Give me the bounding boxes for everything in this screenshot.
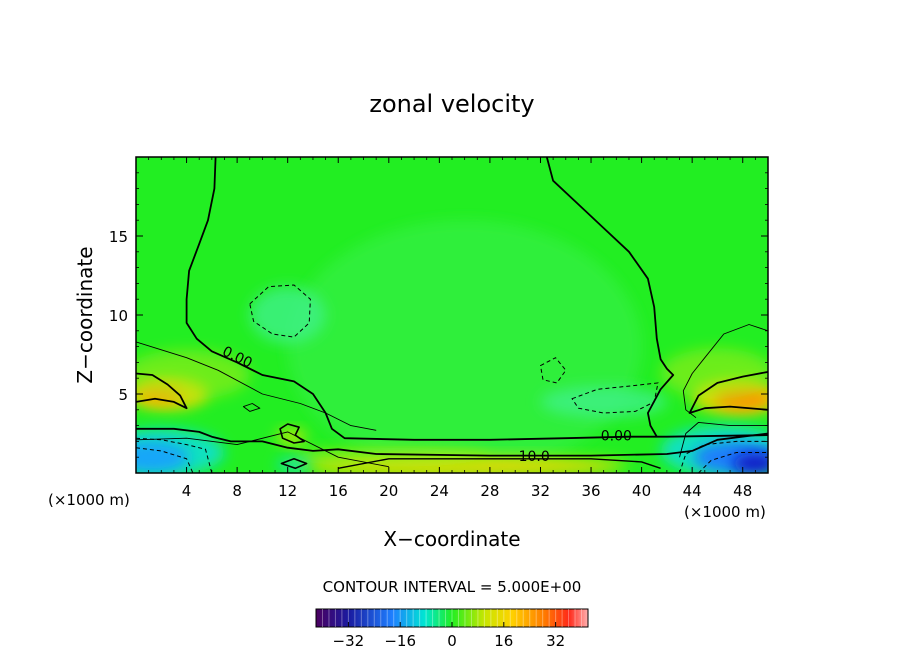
colorbar-tick-label: 16 (494, 632, 513, 650)
colorbar: −32 −16 0 16 32 (315, 608, 589, 650)
x-unit-right: (×1000 m) (684, 503, 766, 521)
contour-lines (136, 157, 768, 473)
colorbar-ticks: −32 −16 0 16 32 (333, 622, 565, 650)
contour-line (679, 421, 768, 458)
contour-line (545, 157, 675, 438)
x-tick-label: 16 (329, 482, 348, 500)
field-patch (732, 454, 768, 473)
contour-interval-text: CONTOUR INTERVAL = 5.000E+00 (323, 578, 582, 596)
colorbar-steps (321, 609, 583, 627)
field-patch (136, 349, 250, 401)
x-tick-label: 12 (278, 482, 297, 500)
field-patch (540, 386, 667, 418)
x-tick-label: 48 (733, 482, 752, 500)
y-tick-label: 15 (109, 228, 128, 246)
chart-title: zonal velocity (369, 90, 534, 118)
x-tick-label: 36 (581, 482, 600, 500)
contour-line (185, 157, 768, 441)
contour-line (338, 458, 661, 469)
field-patch (276, 457, 312, 473)
contour-line (682, 324, 768, 419)
contour-line (136, 427, 768, 457)
colorbar-tick-label: 32 (546, 632, 565, 650)
contour-label: 10.0 (519, 449, 550, 465)
y-tick-label: 10 (109, 307, 128, 325)
x-tick-label: 24 (430, 482, 449, 500)
contour-line-negative (136, 437, 213, 473)
x-axis-ticks: 4 8 12 16 20 24 28 32 36 40 44 48 (148, 157, 756, 500)
contour-line-negative (539, 357, 567, 384)
field-patch (136, 441, 190, 473)
contour-line (280, 458, 308, 470)
contour-line (136, 341, 377, 431)
x-tick-label: 28 (480, 482, 499, 500)
contour-label: 0.00 (601, 429, 632, 445)
y-axis-label: Z−coordinate (73, 246, 97, 383)
colorbar-tick-label: −32 (333, 632, 365, 650)
contour-line (136, 372, 188, 410)
x-tick-label: 32 (531, 482, 550, 500)
contour-line (242, 403, 261, 412)
colorbar-tick-label: 0 (447, 632, 457, 650)
colorbar-tick-label: −16 (384, 632, 416, 650)
contour-line (136, 431, 389, 468)
contour-line-negative (136, 447, 194, 473)
x-tick-label: 8 (232, 482, 242, 500)
field-patch (287, 447, 490, 467)
x-axis-label: X−coordinate (383, 527, 520, 551)
contour-line-negative (249, 284, 311, 338)
field-patch (660, 348, 768, 399)
contour-line-negative (698, 452, 768, 473)
contour-line-negative (571, 382, 659, 414)
y-tick-label: 5 (118, 386, 128, 404)
y-axis-ticks: 5 10 15 (109, 172, 768, 458)
field-patch (249, 286, 326, 344)
x-unit-left: (×1000 m) (48, 491, 130, 509)
x-tick-label: 40 (632, 482, 651, 500)
contour-line (688, 371, 768, 414)
x-tick-label: 20 (379, 482, 398, 500)
x-tick-label: 4 (182, 482, 192, 500)
x-tick-label: 44 (683, 482, 702, 500)
